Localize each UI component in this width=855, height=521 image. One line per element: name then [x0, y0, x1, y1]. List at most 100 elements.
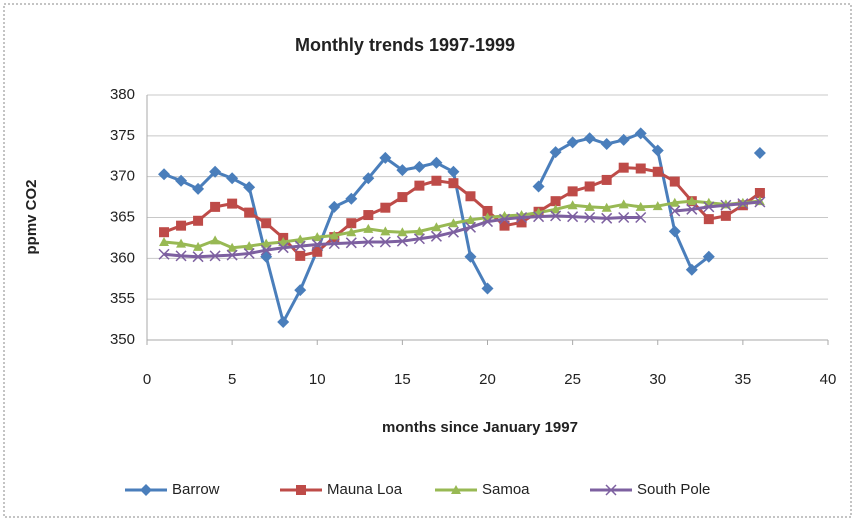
marker	[261, 218, 272, 229]
marker	[567, 211, 579, 223]
marker	[176, 220, 187, 231]
marker	[380, 226, 391, 236]
marker	[617, 133, 630, 146]
x-tick-label: 5	[228, 371, 236, 388]
marker	[550, 196, 561, 207]
marker	[753, 146, 766, 159]
marker	[430, 230, 442, 242]
marker	[601, 202, 612, 212]
marker	[651, 144, 664, 157]
marker	[176, 238, 187, 248]
marker	[193, 241, 204, 251]
marker	[464, 221, 477, 233]
marker	[720, 210, 731, 221]
marker	[192, 251, 204, 263]
marker	[584, 181, 595, 192]
marker	[584, 211, 596, 224]
marker	[413, 160, 426, 173]
x-tick-label: 35	[735, 371, 752, 388]
marker	[243, 247, 255, 259]
marker	[481, 216, 494, 228]
marker	[464, 250, 477, 263]
marker	[226, 249, 238, 261]
marker	[448, 218, 459, 228]
marker	[175, 250, 187, 262]
marker	[737, 198, 749, 210]
marker	[567, 200, 578, 210]
marker	[550, 210, 562, 222]
marker	[227, 198, 238, 209]
marker	[550, 204, 561, 214]
marker	[362, 172, 375, 185]
marker	[209, 250, 221, 262]
marker	[294, 240, 306, 252]
marker	[703, 201, 715, 213]
legend-label: South Pole	[637, 481, 710, 498]
x-axis-title: months since January 1997	[382, 419, 578, 436]
y-tick-label: 355	[110, 290, 135, 307]
marker	[175, 174, 188, 187]
marker	[498, 213, 511, 225]
y-tick-label: 375	[110, 127, 135, 144]
marker	[754, 188, 765, 198]
marker	[549, 146, 562, 159]
marker	[431, 175, 442, 186]
marker	[448, 178, 459, 189]
marker	[430, 156, 443, 169]
marker	[583, 132, 596, 145]
marker	[414, 226, 425, 236]
marker	[363, 223, 374, 233]
marker	[346, 218, 357, 229]
x-tick-label: 40	[820, 371, 837, 388]
marker	[210, 201, 221, 212]
marker	[227, 242, 238, 252]
marker	[634, 127, 647, 140]
marker	[447, 165, 460, 178]
marker	[499, 220, 510, 231]
legend-label: Barrow	[172, 481, 220, 498]
marker	[516, 211, 528, 224]
marker	[685, 263, 698, 276]
marker	[226, 172, 239, 185]
marker	[601, 212, 613, 224]
marker	[159, 227, 170, 238]
marker	[669, 197, 680, 207]
marker	[533, 211, 545, 223]
marker	[210, 235, 221, 245]
y-tick-label: 365	[110, 208, 135, 225]
marker	[397, 192, 408, 203]
y-tick-label: 360	[110, 249, 135, 266]
series-line	[164, 133, 760, 322]
marker	[635, 211, 647, 224]
marker	[243, 181, 256, 194]
marker	[278, 237, 289, 246]
marker	[244, 241, 255, 251]
x-tick-label: 15	[394, 371, 411, 388]
marker	[669, 176, 680, 187]
marker	[158, 248, 170, 260]
marker	[618, 199, 629, 209]
marker	[260, 250, 273, 263]
marker	[686, 196, 697, 206]
marker	[312, 246, 323, 257]
marker	[652, 166, 663, 177]
marker	[396, 235, 408, 247]
marker	[516, 217, 527, 228]
marker	[635, 201, 646, 211]
marker	[209, 165, 222, 178]
marker	[362, 236, 374, 248]
x-tick-label: 25	[564, 371, 581, 388]
marker	[397, 227, 408, 237]
y-tick-label: 380	[110, 86, 135, 103]
marker	[584, 201, 595, 211]
marker	[140, 484, 152, 496]
marker	[686, 203, 698, 215]
legend-label: Mauna Loa	[327, 481, 403, 498]
marker	[413, 233, 425, 245]
marker	[379, 236, 391, 248]
marker	[754, 196, 766, 208]
marker	[601, 174, 612, 185]
marker	[652, 201, 663, 211]
marker	[600, 138, 613, 150]
